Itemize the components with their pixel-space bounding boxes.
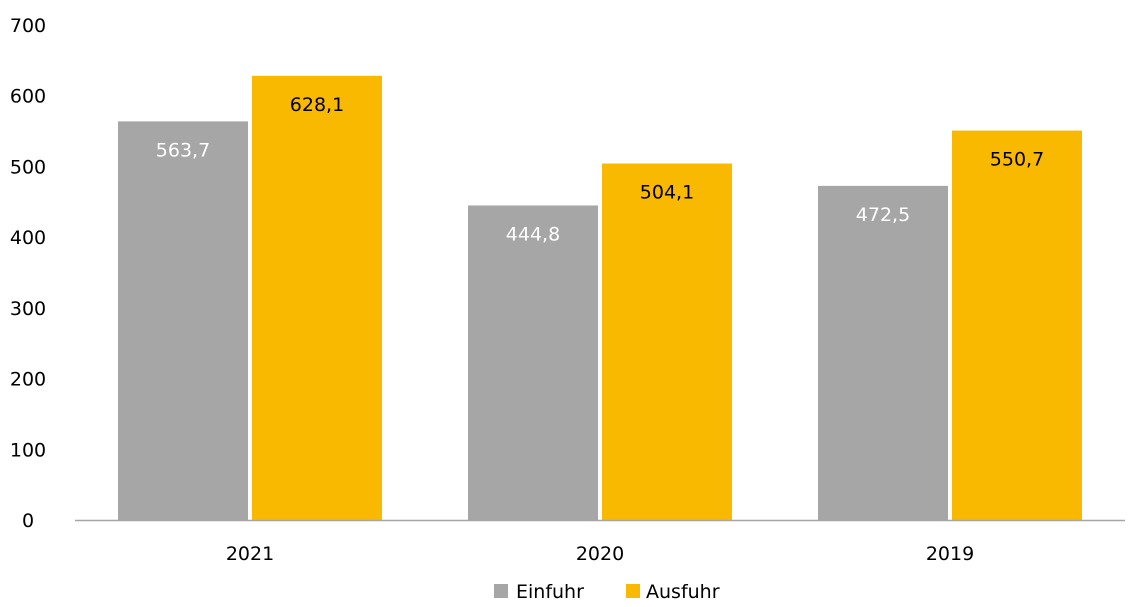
y-tick-label: 500 xyxy=(10,156,46,178)
legend: Einfuhr Ausfuhr xyxy=(494,581,720,603)
y-axis-tick-labels: 0 100 200 300 400 500 600 700 xyxy=(10,15,46,532)
data-label-einfuhr-2021: 563,7 xyxy=(156,139,210,161)
bar-ausfuhr-2020 xyxy=(602,163,732,520)
x-axis-tick-labels: 2021 2020 2019 xyxy=(226,543,974,565)
y-tick-label: 300 xyxy=(10,298,46,320)
bars-group: 563,7 628,1 444,8 504,1 472,5 550,7 xyxy=(118,75,1082,521)
data-label-einfuhr-2019: 472,5 xyxy=(856,204,910,226)
legend-swatch-einfuhr xyxy=(494,584,508,598)
y-tick-label: 700 xyxy=(10,15,46,37)
bar-einfuhr-2020 xyxy=(468,205,598,520)
y-tick-label: 0 xyxy=(22,510,34,532)
y-tick-label: 100 xyxy=(10,439,46,461)
bar-ausfuhr-2021 xyxy=(252,75,382,521)
data-label-ausfuhr-2021: 628,1 xyxy=(290,94,344,116)
x-tick-label: 2021 xyxy=(226,543,274,565)
x-tick-label: 2020 xyxy=(576,543,624,565)
legend-label-ausfuhr: Ausfuhr xyxy=(646,581,720,603)
bar-einfuhr-2019 xyxy=(818,185,948,520)
data-label-ausfuhr-2019: 550,7 xyxy=(990,149,1044,171)
legend-swatch-ausfuhr xyxy=(626,584,640,598)
bar-ausfuhr-2019 xyxy=(952,130,1082,521)
bar-einfuhr-2021 xyxy=(118,121,248,520)
y-tick-label: 600 xyxy=(10,86,46,108)
x-tick-label: 2019 xyxy=(926,543,974,565)
legend-label-einfuhr: Einfuhr xyxy=(516,581,584,603)
data-label-einfuhr-2020: 444,8 xyxy=(506,223,560,245)
y-tick-label: 400 xyxy=(10,227,46,249)
y-tick-label: 200 xyxy=(10,369,46,391)
data-label-ausfuhr-2020: 504,1 xyxy=(640,182,694,204)
